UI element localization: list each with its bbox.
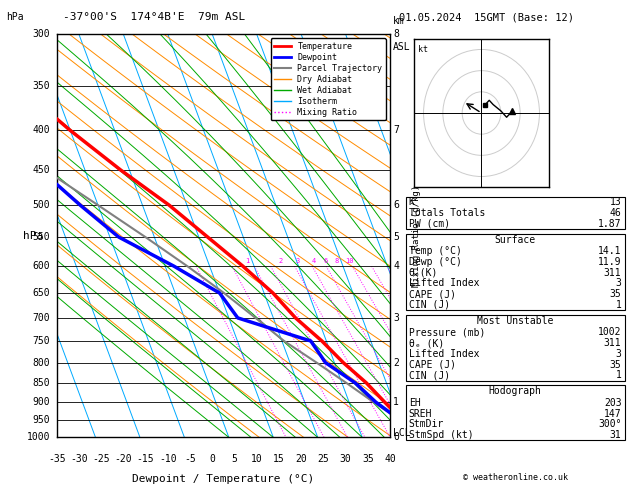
Text: 30: 30 bbox=[340, 453, 352, 464]
Text: 300: 300 bbox=[32, 29, 50, 39]
Text: 3: 3 bbox=[616, 349, 621, 359]
Text: © weatheronline.co.uk: © weatheronline.co.uk bbox=[464, 473, 568, 482]
Text: 1: 1 bbox=[245, 258, 250, 264]
Text: 550: 550 bbox=[32, 232, 50, 242]
Text: Lifted Index: Lifted Index bbox=[409, 349, 479, 359]
Text: θₑ (K): θₑ (K) bbox=[409, 338, 444, 348]
Text: θₑ(K): θₑ(K) bbox=[409, 268, 438, 278]
Text: Surface: Surface bbox=[494, 235, 536, 245]
Text: StmDir: StmDir bbox=[409, 419, 444, 429]
Text: kt: kt bbox=[418, 45, 428, 53]
Text: 1: 1 bbox=[616, 300, 621, 310]
Text: CIN (J): CIN (J) bbox=[409, 370, 450, 380]
Text: -35: -35 bbox=[48, 453, 65, 464]
Text: 311: 311 bbox=[604, 268, 621, 278]
Text: CAPE (J): CAPE (J) bbox=[409, 289, 456, 299]
Text: 4: 4 bbox=[393, 261, 399, 271]
Text: 3: 3 bbox=[393, 313, 399, 323]
Text: 1: 1 bbox=[393, 397, 399, 407]
Text: 15: 15 bbox=[273, 453, 285, 464]
Text: 500: 500 bbox=[32, 200, 50, 210]
Legend: Temperature, Dewpoint, Parcel Trajectory, Dry Adiabat, Wet Adiabat, Isotherm, Mi: Temperature, Dewpoint, Parcel Trajectory… bbox=[271, 38, 386, 121]
Text: Most Unstable: Most Unstable bbox=[477, 316, 554, 326]
Text: ASL: ASL bbox=[393, 42, 411, 52]
Text: -20: -20 bbox=[114, 453, 132, 464]
Text: 01.05.2024  15GMT (Base: 12): 01.05.2024 15GMT (Base: 12) bbox=[399, 12, 574, 22]
Text: 1: 1 bbox=[616, 370, 621, 380]
Text: 40: 40 bbox=[384, 453, 396, 464]
Text: CIN (J): CIN (J) bbox=[409, 300, 450, 310]
Text: -37°00'S  174°4B'E  79m ASL: -37°00'S 174°4B'E 79m ASL bbox=[63, 12, 245, 22]
Text: 8: 8 bbox=[334, 258, 338, 264]
Text: 1.87: 1.87 bbox=[598, 219, 621, 228]
Text: 14.1: 14.1 bbox=[598, 246, 621, 256]
Text: 0: 0 bbox=[209, 453, 215, 464]
Text: 2: 2 bbox=[279, 258, 283, 264]
Text: Hodograph: Hodograph bbox=[489, 386, 542, 397]
Text: hPa: hPa bbox=[23, 231, 43, 241]
Text: 300°: 300° bbox=[598, 419, 621, 429]
Text: 13: 13 bbox=[610, 197, 621, 207]
Text: SREH: SREH bbox=[409, 409, 432, 418]
Text: Dewp (°C): Dewp (°C) bbox=[409, 257, 462, 267]
Text: 5: 5 bbox=[393, 232, 399, 242]
Text: 750: 750 bbox=[32, 336, 50, 346]
Text: 46: 46 bbox=[610, 208, 621, 218]
Text: 800: 800 bbox=[32, 358, 50, 367]
Text: 11.9: 11.9 bbox=[598, 257, 621, 267]
Text: 650: 650 bbox=[32, 288, 50, 298]
Text: Mixing Ratio (g/kg): Mixing Ratio (g/kg) bbox=[412, 185, 421, 287]
Text: 311: 311 bbox=[604, 338, 621, 348]
Text: 2: 2 bbox=[393, 358, 399, 367]
Text: 10: 10 bbox=[345, 258, 354, 264]
Text: 35: 35 bbox=[610, 289, 621, 299]
Text: 7: 7 bbox=[393, 125, 399, 136]
Text: Totals Totals: Totals Totals bbox=[409, 208, 485, 218]
Text: -30: -30 bbox=[70, 453, 87, 464]
Text: Lifted Index: Lifted Index bbox=[409, 278, 479, 288]
Text: 4: 4 bbox=[312, 258, 316, 264]
Text: 3: 3 bbox=[296, 258, 300, 264]
Text: -10: -10 bbox=[159, 453, 177, 464]
Text: -15: -15 bbox=[136, 453, 154, 464]
Text: 6: 6 bbox=[393, 200, 399, 210]
Text: 203: 203 bbox=[604, 398, 621, 408]
Text: 147: 147 bbox=[604, 409, 621, 418]
Text: 35: 35 bbox=[610, 360, 621, 369]
Text: LCL: LCL bbox=[393, 428, 411, 438]
Text: 25: 25 bbox=[318, 453, 329, 464]
Text: 1000: 1000 bbox=[26, 433, 50, 442]
Text: 8: 8 bbox=[393, 29, 399, 39]
Text: 950: 950 bbox=[32, 415, 50, 425]
Text: K: K bbox=[409, 197, 415, 207]
Text: km: km bbox=[393, 16, 405, 26]
Text: 31: 31 bbox=[610, 430, 621, 440]
Text: 20: 20 bbox=[295, 453, 307, 464]
Text: StmSpd (kt): StmSpd (kt) bbox=[409, 430, 474, 440]
Text: Dewpoint / Temperature (°C): Dewpoint / Temperature (°C) bbox=[132, 474, 314, 484]
Text: 1002: 1002 bbox=[598, 328, 621, 337]
Text: 450: 450 bbox=[32, 165, 50, 175]
Text: CAPE (J): CAPE (J) bbox=[409, 360, 456, 369]
Text: 10: 10 bbox=[251, 453, 262, 464]
Text: 5: 5 bbox=[231, 453, 237, 464]
Text: PW (cm): PW (cm) bbox=[409, 219, 450, 228]
Text: EH: EH bbox=[409, 398, 421, 408]
Text: Temp (°C): Temp (°C) bbox=[409, 246, 462, 256]
Text: -25: -25 bbox=[92, 453, 110, 464]
Text: 700: 700 bbox=[32, 313, 50, 323]
Text: Pressure (mb): Pressure (mb) bbox=[409, 328, 485, 337]
Text: 35: 35 bbox=[362, 453, 374, 464]
Text: hPa: hPa bbox=[6, 12, 24, 22]
Text: 350: 350 bbox=[32, 81, 50, 91]
Text: 850: 850 bbox=[32, 378, 50, 388]
Text: 900: 900 bbox=[32, 397, 50, 407]
Text: 400: 400 bbox=[32, 125, 50, 136]
Text: 3: 3 bbox=[616, 278, 621, 288]
Text: 0: 0 bbox=[393, 433, 399, 442]
Text: 6: 6 bbox=[323, 258, 327, 264]
Text: -5: -5 bbox=[184, 453, 196, 464]
Text: 600: 600 bbox=[32, 261, 50, 271]
